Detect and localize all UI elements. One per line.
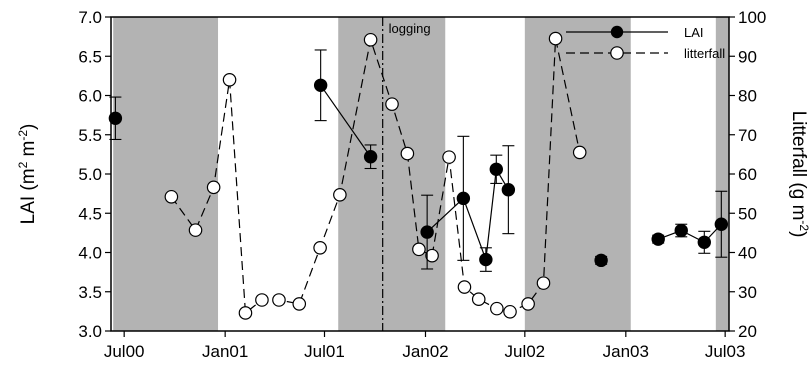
- axis-title-part: LAI (m: [18, 168, 39, 224]
- superscript: 2: [16, 161, 30, 168]
- superscript: -2: [16, 130, 30, 141]
- logging-label: logging: [389, 21, 431, 36]
- shaded-periods: [113, 17, 729, 331]
- x-tick-label: Jan03: [603, 342, 649, 361]
- y-left-tick-label: 4.0: [78, 244, 102, 263]
- x-axis: Jul00 Jan01 Jul01 Jan02 Jul02 Jan03 Jul03: [104, 331, 746, 361]
- logging-line-group: logging: [382, 17, 431, 331]
- x-tick-label: Jan02: [402, 342, 448, 361]
- litterfall-point: [313, 240, 327, 255]
- shaded-period-2: [338, 17, 446, 331]
- litterfall-point: [333, 188, 347, 202]
- y-left-tick-label: 5.0: [78, 165, 102, 184]
- litterfall-point: [206, 180, 221, 195]
- y-axis-left: 3.0 3.5 4.0 4.5 5.0 5.5 6.0 6.5 7.0: [78, 8, 111, 341]
- x-tick-label: Jan01: [202, 342, 248, 361]
- y-right-tick-label: 90: [738, 47, 757, 66]
- legend-lai-marker: [610, 25, 624, 39]
- y-right-tick-label: 20: [738, 322, 757, 341]
- lai-point: [363, 150, 378, 164]
- litterfall-point: [255, 293, 269, 307]
- litterfall-point: [425, 248, 439, 263]
- y-left-tick-label: 3.5: [78, 283, 102, 302]
- y-right-tick-label: 50: [738, 204, 757, 223]
- litterfall-point: [385, 97, 399, 111]
- litterfall-point: [536, 276, 551, 290]
- axis-title-part: ): [18, 124, 39, 130]
- superscript: -2: [797, 220, 811, 231]
- x-tick-label: Jul01: [304, 342, 345, 361]
- lai-point: [489, 162, 503, 176]
- litterfall-point: [548, 31, 563, 46]
- litterfall-point: [363, 32, 378, 47]
- litterfall-point: [471, 292, 486, 307]
- x-tick-label: Jul00: [104, 342, 145, 361]
- lai-point: [501, 183, 516, 197]
- lai-point: [651, 232, 665, 246]
- lai-point: [456, 191, 471, 206]
- legend-litterfall-label: litterfall: [684, 46, 725, 61]
- y-right-tick-label: 40: [738, 244, 757, 263]
- axis-title-part: m: [18, 141, 39, 162]
- litterfall-point: [412, 242, 426, 257]
- litterfall-point: [442, 150, 456, 164]
- litterfall-point: [164, 189, 179, 204]
- x-tick-label: Jul03: [705, 342, 746, 361]
- legend: LAI litterfall: [566, 25, 725, 61]
- litterfall-point: [272, 293, 286, 307]
- legend-lai-label: LAI: [684, 25, 704, 40]
- lai-point: [674, 223, 688, 238]
- lai-line: [320, 84, 372, 158]
- litterfall-point: [572, 145, 587, 160]
- litterfall-point: [292, 297, 307, 311]
- litterfall-point: [457, 280, 472, 294]
- y-left-tick-label: 3.0: [78, 322, 102, 341]
- litterfall-point: [400, 146, 415, 161]
- litterfall-point: [490, 301, 504, 316]
- lai-point: [420, 225, 434, 239]
- shaded-period-1: [113, 17, 219, 331]
- axis-title-part: Litterfall (g m: [788, 111, 809, 221]
- y-axis-right: 20 30 40 50 60 70 80 90 100: [729, 8, 766, 341]
- litterfall-point: [521, 297, 535, 311]
- lai-point: [479, 252, 493, 267]
- y-right-tick-label: 30: [738, 283, 757, 302]
- y-axis-right-title: Litterfall (g m-2): [788, 111, 811, 238]
- y-axis-left-title: LAI (m2 m-2): [16, 124, 39, 225]
- litterfall-point: [222, 73, 237, 87]
- y-left-tick-label: 6.0: [78, 87, 102, 106]
- x-tick-label: Jul02: [505, 342, 546, 361]
- y-left-tick-label: 6.5: [78, 47, 102, 66]
- lai-point: [108, 111, 123, 125]
- y-left-tick-label: 7.0: [78, 8, 102, 27]
- litterfall-point: [238, 306, 253, 320]
- y-right-tick-label: 100: [738, 8, 766, 27]
- lai-point: [697, 235, 712, 249]
- lai-line: [657, 223, 722, 244]
- legend-litterfall-marker: [610, 46, 624, 60]
- lai-point: [313, 78, 328, 92]
- shaded-period-4: [715, 17, 729, 331]
- litterfall-series: [164, 31, 587, 320]
- y-right-tick-label: 80: [738, 87, 757, 106]
- y-right-tick-label: 60: [738, 165, 757, 184]
- y-left-tick-label: 5.5: [78, 126, 102, 145]
- y-left-tick-label: 4.5: [78, 204, 102, 223]
- axis-title-part: ): [788, 231, 809, 237]
- lai-point: [714, 217, 729, 231]
- litterfall-point: [188, 223, 203, 237]
- lai-point: [594, 253, 608, 268]
- lai-series: [108, 49, 729, 272]
- litterfall-point: [503, 304, 517, 319]
- y-right-tick-label: 70: [738, 126, 757, 145]
